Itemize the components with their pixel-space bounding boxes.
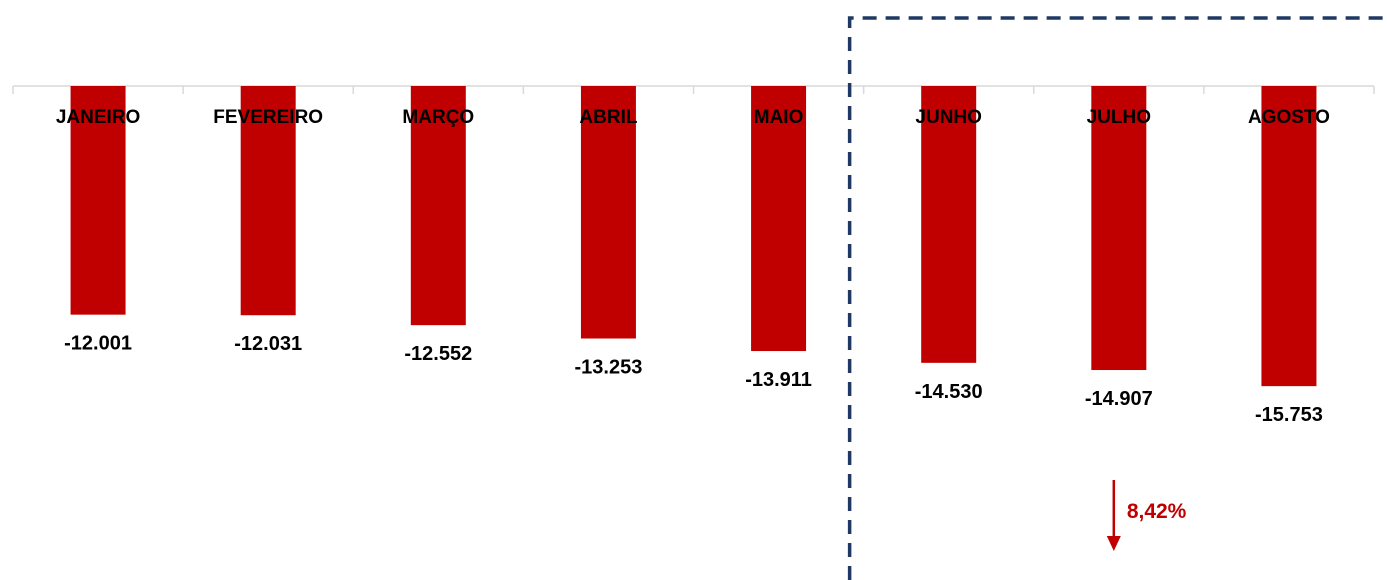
highlight-dashed-box [847, 16, 1387, 580]
category-label: AGOSTO [1248, 107, 1330, 128]
bar-agosto [1261, 86, 1317, 387]
value-label: -14.530 [915, 381, 983, 403]
value-label: -12.552 [404, 343, 472, 365]
bar-abril [580, 86, 636, 339]
value-label: -13.253 [575, 357, 643, 379]
axis-layer [12, 85, 1375, 94]
value-label: -14.907 [1085, 388, 1153, 410]
labels-layer: JANEIRO -12.001 FEVEREIRO -12.031 MARÇO -12.5… [56, 107, 1330, 426]
value-label: -12.001 [64, 333, 132, 355]
category-label: MAIO [754, 107, 804, 128]
category-label: ABRIL [579, 107, 637, 128]
value-label: -13.911 [745, 369, 812, 391]
bar-maio [751, 86, 807, 352]
bar-junho [921, 86, 977, 363]
value-label: -12.031 [234, 333, 302, 355]
category-label: JANEIRO [56, 107, 140, 128]
bar-março [410, 86, 466, 326]
category-label: JULHO [1087, 107, 1151, 128]
bars-layer [70, 86, 1317, 387]
category-label: JUNHO [915, 107, 982, 128]
category-label: FEVEREIRO [213, 107, 323, 128]
annotation-layer: 8,42% [1106, 480, 1187, 551]
bar-janeiro [70, 86, 126, 315]
category-label: MARÇO [402, 107, 474, 128]
value-label: -15.753 [1255, 404, 1323, 426]
bar-julho [1091, 86, 1147, 371]
highlight-layer [847, 16, 1387, 580]
change-percentage-label: 8,42% [1127, 500, 1187, 523]
bar-fevereiro [240, 86, 296, 316]
arrow-head-icon [1106, 536, 1121, 551]
